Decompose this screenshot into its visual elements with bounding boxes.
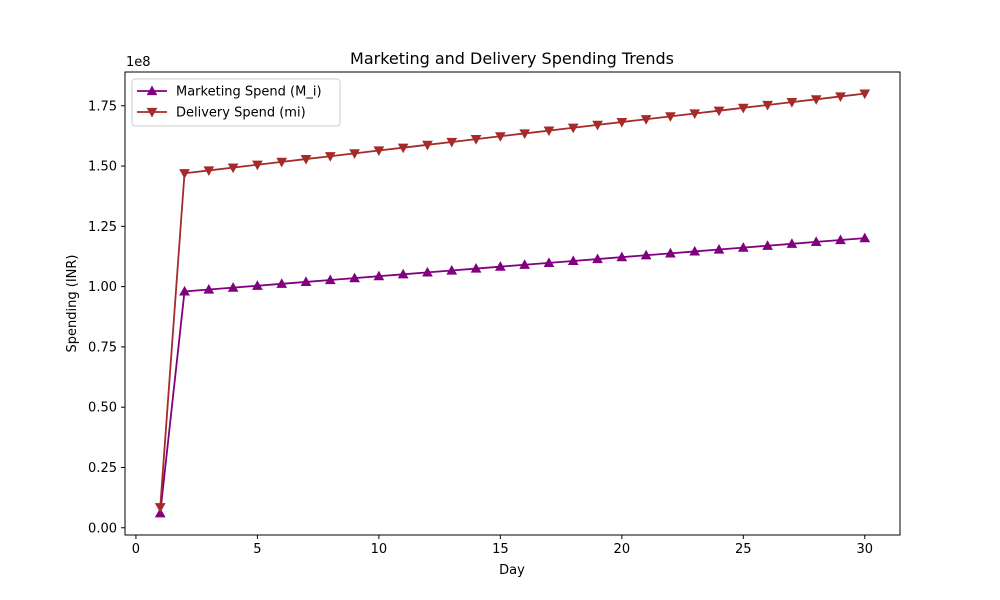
y-tick-label: 1.25	[88, 220, 117, 235]
series-line	[159, 237, 865, 514]
data-point	[227, 282, 239, 292]
data-point	[737, 242, 749, 252]
y-tick-label: 1.00	[88, 280, 117, 295]
data-point	[203, 166, 215, 176]
data-point	[227, 163, 239, 174]
data-point	[203, 284, 215, 294]
data-point	[786, 238, 798, 248]
x-tick-label: 30	[856, 542, 873, 557]
data-point	[543, 126, 555, 137]
data-point	[592, 120, 603, 131]
data-point	[397, 143, 409, 154]
data-point	[665, 247, 676, 258]
y-axis-label: Spending (INR)	[65, 255, 80, 353]
x-tick-label: 0	[132, 542, 140, 557]
legend-box	[131, 78, 341, 127]
data-point	[276, 157, 288, 168]
data-point	[276, 278, 288, 288]
legend-marker	[146, 107, 158, 118]
data-point	[592, 253, 603, 264]
data-point	[349, 272, 360, 283]
x-tick-label: 10	[371, 542, 388, 557]
data-point	[179, 169, 190, 179]
data-point	[640, 249, 652, 260]
data-point	[810, 236, 822, 247]
data-point	[373, 146, 385, 157]
data-point	[786, 98, 798, 108]
y-tick-label: 0.25	[88, 461, 117, 476]
data-point	[713, 244, 725, 254]
data-point	[300, 154, 312, 165]
x-axis: 0 5 10 15 20 25 30	[132, 535, 873, 557]
series-1	[154, 232, 871, 518]
series-line	[159, 92, 865, 508]
data-point	[567, 123, 579, 134]
data-point	[640, 115, 652, 125]
data-point	[470, 135, 482, 145]
data-point	[495, 261, 506, 271]
y-tick-label: 0.50	[88, 401, 117, 416]
data-point	[762, 240, 773, 250]
y-tick-label: 0.00	[88, 521, 117, 536]
data-point	[397, 268, 409, 279]
data-point	[859, 89, 871, 100]
data-point	[470, 263, 482, 273]
data-point	[519, 129, 530, 139]
data-point	[689, 109, 701, 120]
data-point	[495, 132, 506, 142]
data-point	[422, 140, 433, 151]
x-tick-label: 15	[492, 542, 509, 557]
data-point	[446, 264, 458, 275]
chart-title: Marketing and Delivery Spending Trends	[350, 49, 674, 68]
legend-marker	[146, 85, 158, 96]
data-point	[689, 245, 701, 256]
data-point	[324, 274, 336, 285]
data-point	[616, 251, 628, 262]
x-tick-label: 20	[614, 542, 631, 557]
plot-frame	[124, 71, 901, 536]
data-point	[543, 257, 555, 267]
data-point	[349, 149, 360, 159]
y-tick-label: 1.75	[88, 99, 117, 114]
data-point	[835, 234, 846, 245]
data-point	[859, 232, 871, 243]
data-point	[324, 152, 336, 162]
data-point	[567, 255, 579, 266]
x-tick-label: 5	[253, 542, 261, 557]
data-point	[519, 259, 530, 269]
data-point	[762, 100, 773, 111]
data-point	[713, 106, 725, 117]
legend-label: Delivery Spend (mi)	[176, 106, 306, 121]
y-tick-label: 0.75	[88, 340, 117, 355]
data-point	[373, 270, 385, 281]
data-point	[446, 137, 458, 148]
data-point	[154, 503, 166, 513]
data-point	[737, 103, 749, 114]
x-tick-label: 25	[735, 542, 752, 557]
data-point	[300, 276, 312, 287]
data-point	[835, 92, 846, 102]
legend-label: Marketing Spend (M_i)	[176, 85, 322, 100]
data-point	[154, 507, 166, 518]
data-point	[179, 285, 190, 296]
legend: Marketing Spend (M_i) Delivery Spend (mi)	[131, 78, 341, 127]
data-point	[252, 160, 263, 171]
data-point	[810, 95, 822, 105]
data-point	[252, 280, 263, 290]
x-axis-label: Day	[499, 563, 525, 578]
data-point	[422, 266, 433, 277]
y-axis: 0.00 0.25 0.50 0.75 1.00 1.25 1.50 1.75	[88, 99, 125, 536]
y-tick-label: 1.50	[88, 160, 117, 175]
data-point	[665, 112, 676, 122]
data-point	[616, 117, 628, 128]
plot-area	[154, 89, 871, 518]
y-offset-text: 1e8	[126, 55, 151, 70]
series-2	[154, 89, 871, 513]
